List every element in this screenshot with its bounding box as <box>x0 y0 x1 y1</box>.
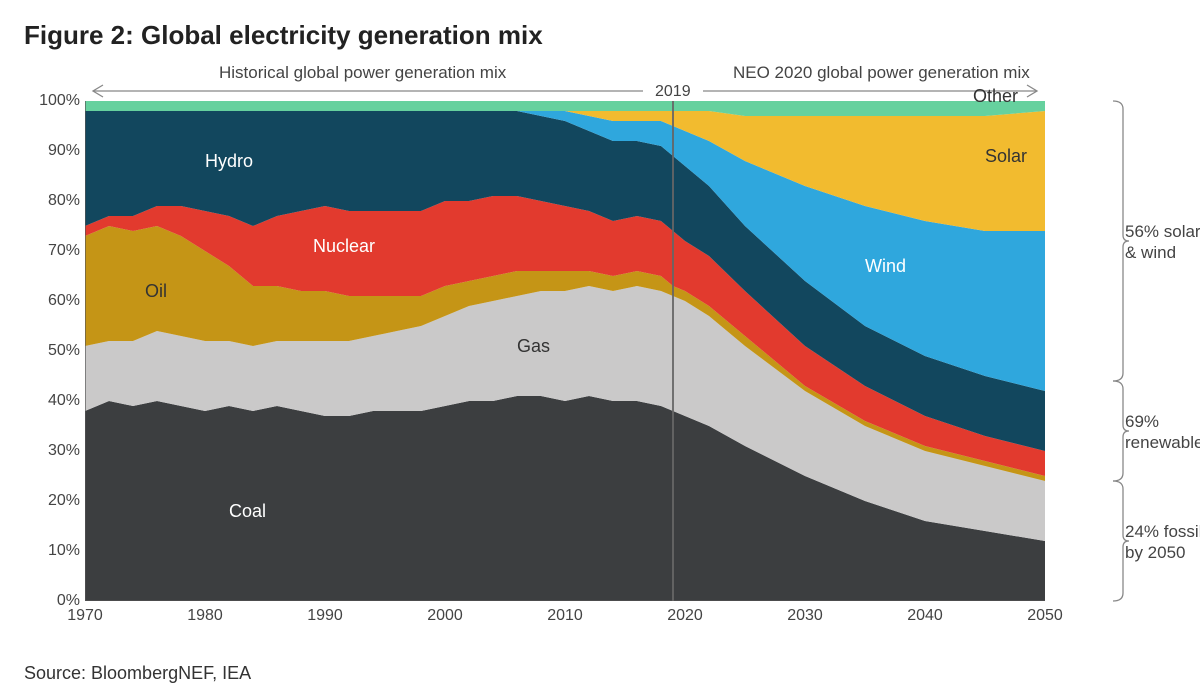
annotation-line: by 2050 <box>1125 542 1200 563</box>
x-tick-label: 2050 <box>1027 607 1063 625</box>
x-tick-label: 2000 <box>427 607 463 625</box>
y-tick-label: 50% <box>30 342 80 360</box>
x-tick-label: 1970 <box>67 607 103 625</box>
x-axis-ticks: 197019801990200020102020203020402050 <box>85 601 1045 631</box>
y-tick-label: 60% <box>30 292 80 310</box>
y-tick-label: 20% <box>30 492 80 510</box>
y-tick-label: 90% <box>30 142 80 160</box>
annotation-line: 24% fossil fuels <box>1125 521 1200 542</box>
annotation-line: renewables <box>1125 432 1200 453</box>
x-tick-label: 2020 <box>667 607 703 625</box>
x-tick-label: 2040 <box>907 607 943 625</box>
x-tick-label: 1980 <box>187 607 223 625</box>
y-tick-label: 10% <box>30 542 80 560</box>
x-tick-label: 1990 <box>307 607 343 625</box>
y-tick-label: 70% <box>30 242 80 260</box>
figure-container: Figure 2: Global electricity generation … <box>0 0 1200 700</box>
source-text: Source: BloombergNEF, IEA <box>24 663 251 684</box>
stacked-area-chart <box>85 101 1045 601</box>
annotation-line: & wind <box>1125 242 1200 263</box>
y-tick-label: 100% <box>30 92 80 110</box>
chart-area: 0%10%20%30%40%50%60%70%80%90%100% 197019… <box>85 101 1045 601</box>
y-tick-label: 80% <box>30 192 80 210</box>
y-tick-label: 40% <box>30 392 80 410</box>
annotation-renewables: 69%renewables <box>1125 411 1200 454</box>
annotation-fossil: 24% fossil fuelsby 2050 <box>1125 521 1200 564</box>
y-axis-ticks: 0%10%20%30%40%50%60%70%80%90%100% <box>30 101 80 601</box>
x-tick-label: 2030 <box>787 607 823 625</box>
annotation-solar_wind: 56% solar& wind <box>1125 221 1200 264</box>
divider-year-label: 2019 <box>655 83 691 101</box>
neo-label: NEO 2020 global power generation mix <box>733 63 1030 83</box>
figure-title: Figure 2: Global electricity generation … <box>24 20 1200 51</box>
header-labels: Historical global power generation mix N… <box>85 63 1045 101</box>
annotation-line: 69% <box>1125 411 1200 432</box>
y-tick-label: 30% <box>30 442 80 460</box>
x-tick-label: 2010 <box>547 607 583 625</box>
historical-label: Historical global power generation mix <box>219 63 506 83</box>
annotation-line: 56% solar <box>1125 221 1200 242</box>
